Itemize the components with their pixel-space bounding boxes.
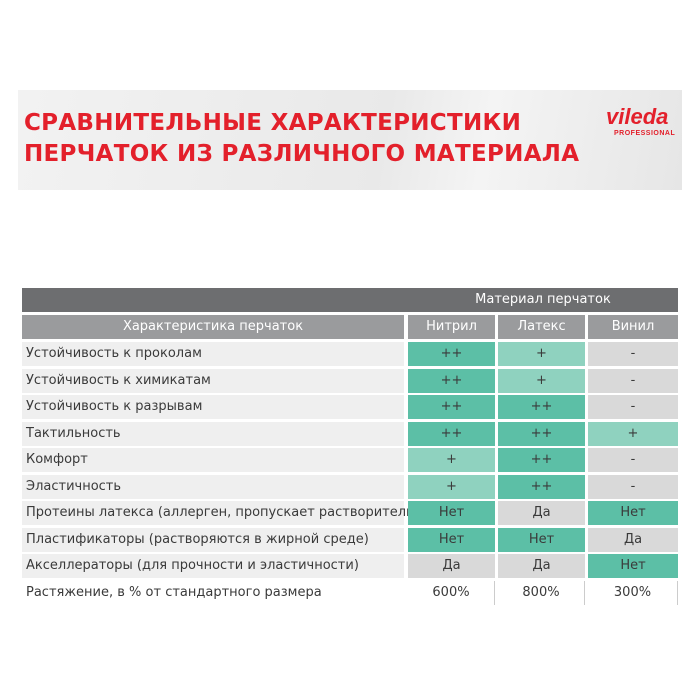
table-cell: 600% xyxy=(408,580,495,605)
row-label: Эластичность xyxy=(22,474,404,499)
group-header-bar xyxy=(22,288,678,312)
table-cell: + xyxy=(498,368,585,393)
logo: vileda xyxy=(606,104,669,129)
row-label: Устойчивость к разрывам xyxy=(22,395,404,419)
row-label: Комфорт xyxy=(22,448,404,472)
table-cell: 800% xyxy=(498,580,585,605)
table-cell: - xyxy=(588,395,678,419)
title: СРАВНИТЕЛЬНЫЕ ХАРАКТЕРИСТИКИ xyxy=(24,110,522,136)
table-cell: ++ xyxy=(408,421,495,446)
column-header: Винил xyxy=(588,315,678,339)
table-cell: Да xyxy=(408,554,495,578)
row-label: Устойчивость к химикатам xyxy=(22,368,404,393)
column-header: Латекс xyxy=(498,315,585,339)
table-cell: Нет xyxy=(588,554,678,578)
table-cell: Нет xyxy=(498,527,585,552)
table-cell: Нет xyxy=(408,501,495,525)
table-cell: + xyxy=(498,342,585,366)
row-label: Тактильность xyxy=(22,421,404,446)
table-cell: Да xyxy=(588,527,678,552)
table-cell: - xyxy=(588,448,678,472)
table-cell: ++ xyxy=(408,395,495,419)
table-cell: 300% xyxy=(588,580,678,605)
table-cell: + xyxy=(588,421,678,446)
row-label: Растяжение, в % от стандартного размера xyxy=(22,580,404,605)
logo-sub: PROFESSIONAL xyxy=(614,130,676,137)
title: ПЕРЧАТОК ИЗ РАЗЛИЧНОГО МАТЕРИАЛА xyxy=(24,141,580,167)
table-cell: Нет xyxy=(588,501,678,525)
column-header: Нитрил xyxy=(408,315,495,339)
row-label: Пластификаторы (растворяются в жирной ср… xyxy=(22,527,404,552)
table-cell: ++ xyxy=(498,448,585,472)
table-cell: Да xyxy=(498,501,585,525)
table-cell: Да xyxy=(498,554,585,578)
table-cell: - xyxy=(588,342,678,366)
group-header: Материал перчаток xyxy=(475,292,611,307)
row-label: Устойчивость к проколам xyxy=(22,342,404,366)
table-cell: Нет xyxy=(408,527,495,552)
row-label: Акселлераторы (для прочности и эластично… xyxy=(22,554,404,578)
table-cell: ++ xyxy=(498,395,585,419)
header-banner xyxy=(18,90,682,190)
table-cell: ++ xyxy=(408,368,495,393)
table-cell: + xyxy=(408,448,495,472)
table-cell: ++ xyxy=(408,342,495,366)
table-cell: - xyxy=(588,474,678,499)
row-label: Протеины латекса (аллерген, пропускает р… xyxy=(22,501,420,525)
table-cell: + xyxy=(408,474,495,499)
table-cell: ++ xyxy=(498,474,585,499)
table-cell: - xyxy=(588,368,678,393)
table-cell: ++ xyxy=(498,421,585,446)
column-header: Характеристика перчаток xyxy=(22,315,404,339)
